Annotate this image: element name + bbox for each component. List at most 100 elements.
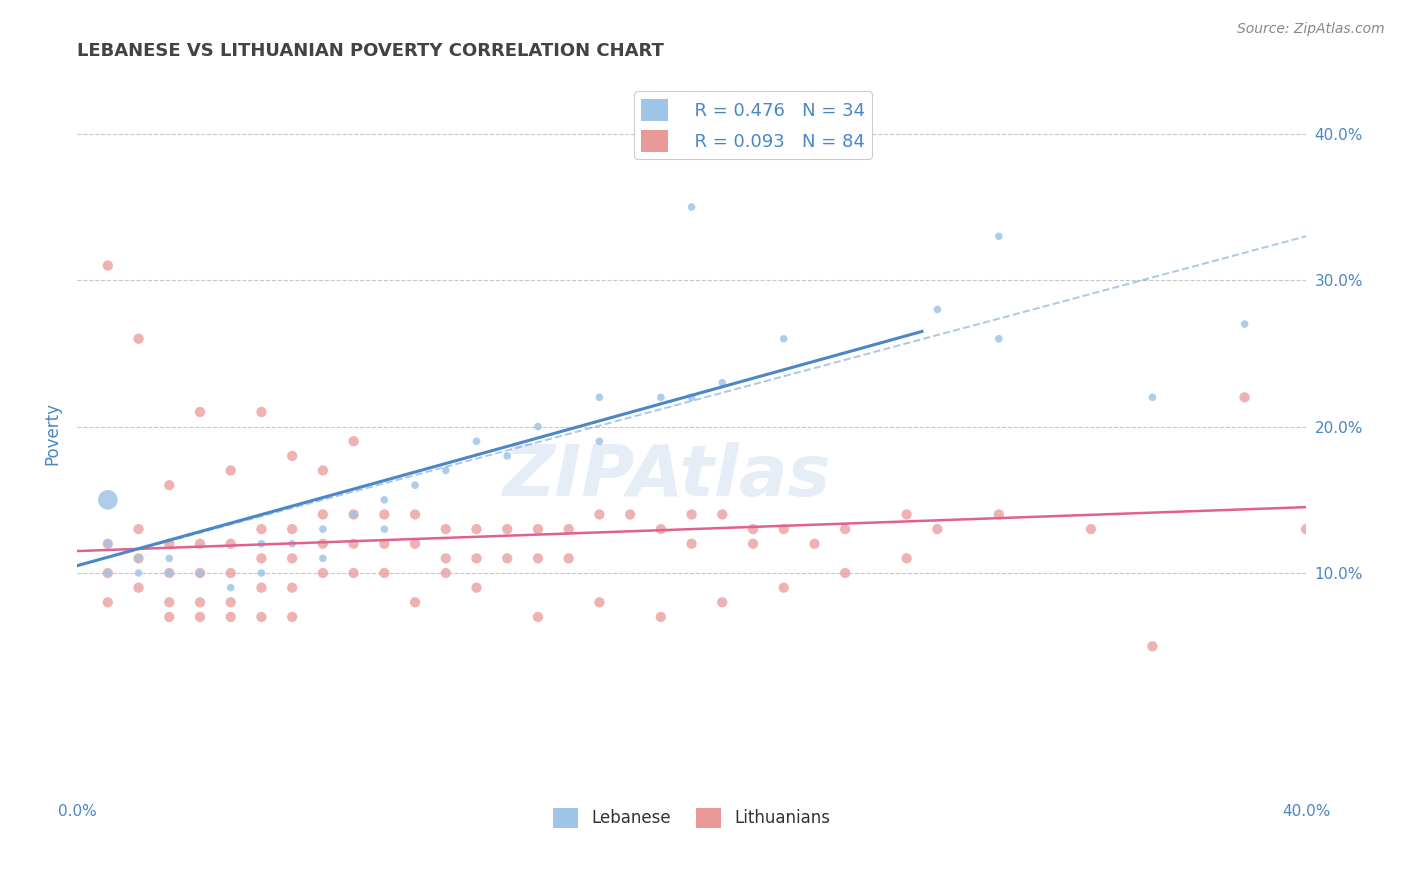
Point xyxy=(312,522,335,536)
Point xyxy=(250,537,273,551)
Point xyxy=(281,551,304,566)
Point xyxy=(527,551,550,566)
Point xyxy=(157,478,180,492)
Point xyxy=(312,551,335,566)
Point xyxy=(219,566,242,580)
Point xyxy=(250,405,273,419)
Point xyxy=(987,508,1010,522)
Point xyxy=(312,508,335,522)
Text: Source: ZipAtlas.com: Source: ZipAtlas.com xyxy=(1237,22,1385,37)
Point xyxy=(527,419,550,434)
Point xyxy=(342,434,364,449)
Point xyxy=(465,551,488,566)
Point xyxy=(681,537,703,551)
Point xyxy=(373,537,395,551)
Point xyxy=(157,566,180,580)
Point xyxy=(772,581,794,595)
Point xyxy=(373,492,395,507)
Point xyxy=(342,508,364,522)
Point xyxy=(927,302,949,317)
Point xyxy=(465,522,488,536)
Point xyxy=(404,595,426,609)
Point xyxy=(434,551,457,566)
Point xyxy=(772,332,794,346)
Point xyxy=(557,551,579,566)
Point xyxy=(588,595,610,609)
Point xyxy=(373,508,395,522)
Point xyxy=(434,522,457,536)
Point xyxy=(465,434,488,449)
Point xyxy=(281,522,304,536)
Point xyxy=(987,332,1010,346)
Point xyxy=(219,610,242,624)
Point xyxy=(97,566,120,580)
Point xyxy=(188,566,211,580)
Point xyxy=(250,566,273,580)
Point xyxy=(896,508,918,522)
Point xyxy=(281,537,304,551)
Point xyxy=(157,595,180,609)
Point xyxy=(281,581,304,595)
Point xyxy=(434,566,457,580)
Point xyxy=(527,522,550,536)
Point xyxy=(188,566,211,580)
Point xyxy=(219,464,242,478)
Point xyxy=(312,537,335,551)
Point xyxy=(219,581,242,595)
Point xyxy=(1080,522,1102,536)
Point xyxy=(650,610,672,624)
Point xyxy=(681,508,703,522)
Point xyxy=(373,566,395,580)
Point xyxy=(250,522,273,536)
Point xyxy=(588,434,610,449)
Point xyxy=(342,566,364,580)
Point xyxy=(834,566,856,580)
Point xyxy=(404,478,426,492)
Point xyxy=(711,508,734,522)
Point xyxy=(157,537,180,551)
Point xyxy=(312,464,335,478)
Point xyxy=(1233,390,1256,404)
Point xyxy=(681,390,703,404)
Point xyxy=(772,522,794,536)
Point xyxy=(588,390,610,404)
Point xyxy=(896,551,918,566)
Point xyxy=(342,508,364,522)
Point xyxy=(219,595,242,609)
Point xyxy=(496,449,519,463)
Point xyxy=(1142,639,1164,653)
Point xyxy=(128,332,150,346)
Point xyxy=(465,581,488,595)
Point xyxy=(650,522,672,536)
Point xyxy=(97,595,120,609)
Point xyxy=(128,551,150,566)
Point xyxy=(342,537,364,551)
Y-axis label: Poverty: Poverty xyxy=(44,402,60,466)
Point xyxy=(404,508,426,522)
Point xyxy=(496,522,519,536)
Point xyxy=(97,537,120,551)
Point xyxy=(1142,390,1164,404)
Point xyxy=(711,595,734,609)
Point xyxy=(281,610,304,624)
Point xyxy=(128,551,150,566)
Point xyxy=(188,610,211,624)
Point xyxy=(588,508,610,522)
Point xyxy=(803,537,825,551)
Point xyxy=(281,449,304,463)
Point xyxy=(527,610,550,624)
Point xyxy=(434,464,457,478)
Point xyxy=(128,566,150,580)
Point xyxy=(250,610,273,624)
Point xyxy=(97,566,120,580)
Point xyxy=(496,551,519,566)
Point xyxy=(742,522,765,536)
Point xyxy=(834,522,856,536)
Point xyxy=(97,492,120,507)
Point xyxy=(157,551,180,566)
Point xyxy=(557,522,579,536)
Point xyxy=(97,259,120,273)
Point xyxy=(1295,522,1317,536)
Point xyxy=(188,595,211,609)
Point xyxy=(188,405,211,419)
